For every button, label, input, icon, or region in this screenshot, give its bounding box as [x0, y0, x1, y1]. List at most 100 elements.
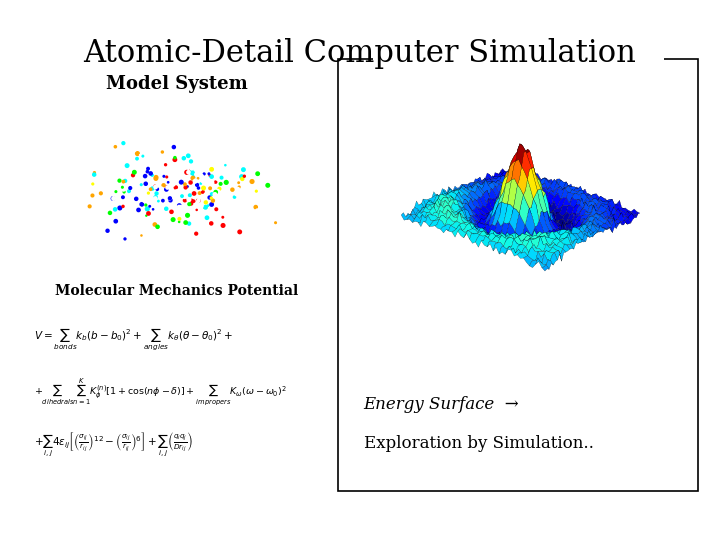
Point	[168, 180, 179, 189]
Point	[229, 193, 240, 201]
Point	[58, 141, 70, 150]
Point	[117, 177, 129, 186]
Point	[193, 195, 204, 204]
Point	[174, 201, 185, 210]
Point	[158, 195, 169, 204]
Point	[107, 194, 119, 203]
Point	[204, 143, 216, 152]
Point	[181, 177, 192, 186]
Text: $+ \sum_{i,j} 4\varepsilon_{ij}\left[\left(\frac{\sigma_{ij}}{r_{ij}}\right)^{12: $+ \sum_{i,j} 4\varepsilon_{ij}\left[\le…	[34, 431, 194, 460]
Point	[150, 163, 162, 171]
Point	[216, 173, 228, 182]
Point	[205, 194, 217, 202]
Point	[204, 171, 216, 180]
Point	[198, 184, 210, 192]
Point	[179, 186, 190, 195]
Point	[148, 195, 160, 204]
Point	[199, 193, 210, 202]
Point	[138, 197, 150, 205]
Point	[143, 164, 154, 173]
Point	[125, 198, 137, 207]
Point	[193, 202, 204, 211]
Point	[136, 184, 148, 192]
Point	[110, 217, 122, 226]
Point	[168, 206, 179, 215]
Point	[135, 231, 147, 240]
Point	[175, 163, 186, 172]
Point	[32, 167, 43, 176]
Point	[167, 215, 179, 224]
Point	[179, 180, 191, 188]
Point	[262, 181, 274, 190]
Point	[89, 170, 100, 179]
Point	[150, 189, 162, 198]
Point	[194, 146, 206, 155]
Point	[102, 226, 113, 235]
Point	[142, 167, 153, 176]
Point	[195, 179, 207, 188]
Point	[158, 191, 169, 199]
Point	[135, 180, 147, 189]
Point	[215, 185, 226, 194]
Point	[184, 191, 196, 200]
Point	[117, 193, 129, 201]
Point	[214, 185, 225, 193]
Point	[212, 187, 223, 195]
Point	[190, 230, 202, 238]
Point	[197, 187, 209, 196]
Point	[208, 156, 220, 164]
Point	[148, 165, 159, 174]
Point	[210, 178, 221, 186]
Point	[234, 227, 246, 236]
Point	[153, 197, 164, 205]
Point	[240, 226, 252, 234]
Point	[207, 197, 219, 205]
Point	[176, 178, 187, 186]
Point	[143, 209, 154, 218]
Point	[174, 215, 185, 224]
Point	[185, 157, 197, 166]
Point	[179, 192, 190, 201]
Point	[162, 183, 174, 192]
Point	[154, 161, 166, 170]
Point	[131, 179, 143, 187]
Point	[149, 220, 161, 229]
Point	[193, 197, 204, 205]
Point	[136, 200, 148, 208]
Point	[238, 165, 249, 174]
Point	[87, 180, 99, 188]
Point	[181, 186, 193, 194]
Point	[161, 185, 172, 194]
Point	[175, 203, 186, 212]
Point	[161, 160, 172, 168]
Point	[192, 180, 203, 189]
Point	[156, 185, 168, 193]
Point	[168, 143, 179, 151]
Point	[230, 190, 242, 198]
Point	[199, 209, 210, 218]
Point	[130, 194, 142, 203]
Point	[210, 205, 222, 213]
Point	[204, 197, 215, 205]
Point	[251, 187, 262, 195]
Point	[192, 174, 204, 183]
Point	[150, 174, 162, 183]
Point	[91, 174, 102, 183]
Point	[174, 226, 185, 234]
Point	[184, 200, 195, 208]
Point	[123, 187, 135, 195]
Point	[159, 123, 171, 131]
Point	[180, 218, 192, 227]
Point	[132, 178, 143, 187]
Point	[151, 185, 163, 193]
Point	[188, 197, 199, 206]
Point	[150, 173, 162, 181]
Point	[174, 214, 185, 223]
Point	[143, 200, 155, 209]
Point	[184, 205, 195, 213]
Point	[181, 211, 193, 220]
Point	[196, 202, 207, 211]
Point	[149, 181, 161, 190]
Point	[173, 186, 184, 194]
Point	[125, 184, 136, 192]
